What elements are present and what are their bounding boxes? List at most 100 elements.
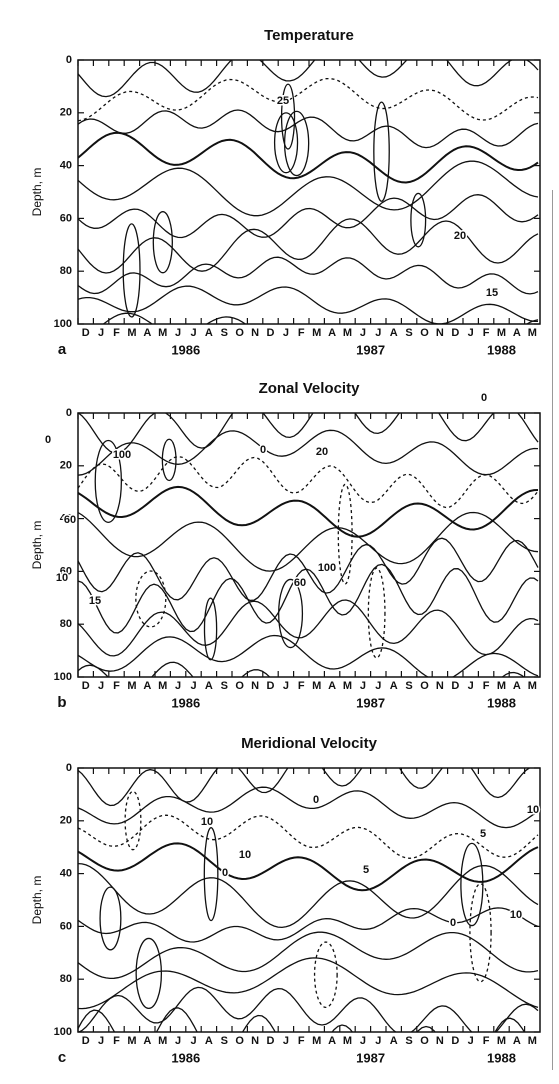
x-tick-label: O: [420, 1035, 429, 1047]
panel-title: Meridional Velocity: [241, 735, 378, 752]
contour-sketch: [313, 941, 338, 1009]
contour-sketch: [78, 768, 531, 807]
x-tick-label: F: [298, 327, 305, 339]
contour-label: 100: [113, 449, 131, 461]
contour-sketch: [78, 455, 539, 509]
x-tick-label: M: [343, 1035, 352, 1047]
x-tick-label: O: [235, 1035, 244, 1047]
x-tick-label: D: [451, 680, 459, 692]
x-tick-label: J: [468, 680, 474, 692]
contour-sketch: [78, 131, 539, 184]
x-tick-label: S: [405, 327, 412, 339]
contour-label: 25: [277, 95, 289, 107]
contour-label: 0: [260, 444, 266, 456]
contour-sketch: [273, 112, 299, 174]
x-tick-label: S: [221, 1035, 228, 1047]
y-tick-label: 60: [60, 212, 72, 224]
contour-sketch: [283, 110, 310, 177]
x-tick-label: M: [158, 680, 167, 692]
contour-label: 10: [239, 849, 251, 861]
page-edge: [552, 190, 553, 1070]
x-tick-label: A: [390, 1035, 398, 1047]
contour-label: 0: [45, 434, 51, 446]
x-tick-label: D: [267, 327, 275, 339]
x-tick-label: N: [251, 327, 259, 339]
contour-sketch: [78, 60, 539, 98]
y-tick-label: 40: [60, 513, 72, 525]
x-tick-label: D: [451, 1035, 459, 1047]
x-tick-label: N: [251, 1035, 259, 1047]
y-tick-label: 20: [60, 815, 72, 827]
x-tick-label: A: [205, 1035, 213, 1047]
contour-sketch: [203, 597, 218, 661]
contour-field: [78, 413, 539, 677]
y-tick-label: 100: [54, 1026, 72, 1038]
x-tick-label: J: [98, 1035, 104, 1047]
contour-sketch: [135, 937, 163, 1010]
x-tick-label: J: [98, 680, 104, 692]
x-tick-label: A: [143, 680, 151, 692]
x-tick-label: A: [205, 680, 213, 692]
contour-sketch: [78, 814, 539, 859]
x-tick-label: M: [127, 680, 136, 692]
contour-label: 0: [313, 794, 319, 806]
panel-title: Zonal Velocity: [259, 380, 361, 397]
contour-sketch: [161, 438, 177, 482]
contour-sketch: [135, 570, 167, 628]
x-tick-label: F: [483, 1035, 490, 1047]
contour-label: 10: [527, 804, 539, 816]
contour-sketch: [367, 567, 386, 659]
y-axis-title: Depth, m: [30, 521, 44, 570]
contour-sketch: [337, 483, 353, 585]
x-tick-label: F: [113, 1035, 120, 1047]
x-tick-label: O: [420, 327, 429, 339]
year-label: 1988: [487, 695, 516, 710]
x-tick-label: D: [267, 1035, 275, 1047]
x-tick-label: J: [375, 327, 381, 339]
contour-sketch: [373, 101, 390, 202]
year-label: 1986: [171, 342, 200, 357]
x-tick-label: D: [82, 327, 90, 339]
x-tick-label: J: [360, 327, 366, 339]
x-tick-label: N: [436, 327, 444, 339]
contour-label: 15: [89, 595, 101, 607]
y-tick-label: 40: [60, 868, 72, 880]
panel-title: Temperature: [264, 27, 354, 44]
y-tick-label: 20: [60, 107, 72, 119]
contour-sketch: [78, 907, 539, 943]
contour-sketch: [124, 790, 142, 851]
x-tick-label: J: [283, 327, 289, 339]
x-tick-label: N: [436, 680, 444, 692]
x-tick-label: F: [113, 680, 120, 692]
contour-sketch: [78, 931, 539, 980]
contour-field: [78, 768, 539, 1032]
x-tick-label: M: [343, 327, 352, 339]
y-axis-title: Depth, m: [30, 168, 44, 217]
x-tick-label: O: [235, 327, 244, 339]
y-tick-label: 0: [66, 762, 72, 774]
contour-sketch: [99, 886, 122, 951]
x-tick-label: D: [267, 680, 275, 692]
x-tick-label: N: [251, 680, 259, 692]
contour-sketch: [78, 986, 539, 1032]
panel-label: b: [57, 694, 66, 711]
contour-label: 20: [454, 230, 466, 242]
contour-label: 10: [510, 909, 522, 921]
contour-sketch: [78, 634, 539, 677]
x-tick-label: J: [468, 1035, 474, 1047]
x-tick-label: J: [175, 327, 181, 339]
x-tick-label: J: [175, 680, 181, 692]
x-tick-label: A: [328, 327, 336, 339]
contour-label: 100: [318, 562, 336, 574]
contour-sketch: [78, 862, 539, 929]
x-tick-label: M: [312, 327, 321, 339]
x-tick-label: D: [82, 680, 90, 692]
year-label: 1988: [487, 1050, 516, 1065]
contour-sketch: [203, 827, 219, 922]
contour-sketch: [78, 77, 539, 122]
y-tick-label: 20: [60, 460, 72, 472]
contour-label: 60: [294, 577, 306, 589]
x-tick-label: M: [497, 327, 506, 339]
x-tick-label: N: [436, 1035, 444, 1047]
contour-sketch: [152, 211, 173, 274]
